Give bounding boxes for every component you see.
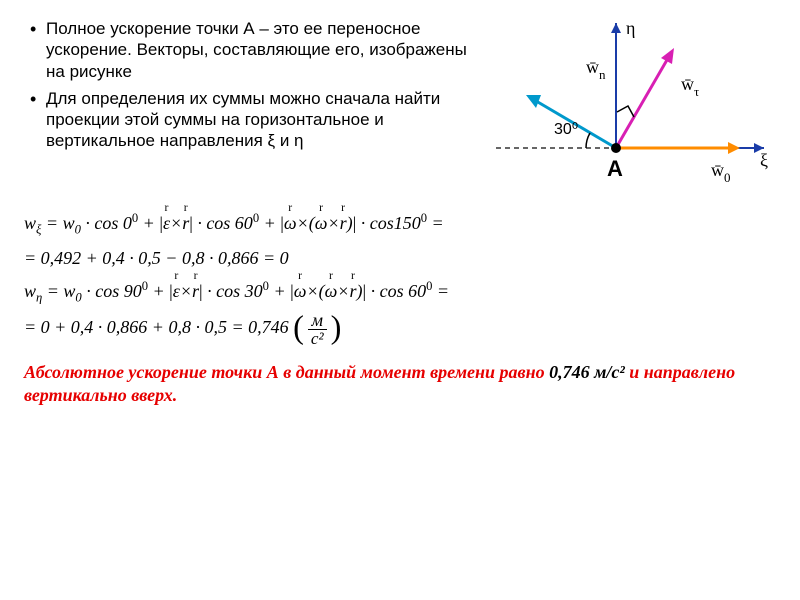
wn-label: w̄n [586,57,606,82]
w0-label: w̄0 [711,160,731,185]
axis-eta-label: η [626,18,635,38]
wtau-label: w̄τ [681,74,699,99]
formula-line-2: = 0,492 + 0,4 · 0,5 − 0,8 · 0,866 = 0 [24,243,776,274]
conclusion-text: Абсолютное ускорение точки А в данный мо… [24,361,776,408]
vector-diagram: А 30⁰ η ξ w̄n w̄τ w̄0 [486,18,776,198]
axis-xi-label: ξ [760,150,768,170]
angle-label: 30⁰ [554,121,578,138]
formula-line-3: wη = w0 · cos 900 + ε×r · cos 300 + ω×(ω… [24,276,776,309]
bullet-item: Полное ускорение точки А – это ее перено… [24,18,478,82]
formula-line-4: = 0 + 0,4 · 0,866 + 0,8 · 0,5 = 0,746 ( … [24,311,776,347]
bullet-list: Полное ускорение точки А – это ее перено… [24,18,478,158]
point-a-label: А [607,156,623,181]
formula-line-1: wξ = w0 · cos 00 + ε×r · cos 600 + ω×(ω×… [24,208,776,241]
formula-block: wξ = w0 · cos 00 + ε×r · cos 600 + ω×(ω×… [24,208,776,347]
bullet-item: Для определения их суммы можно сначала н… [24,88,478,152]
